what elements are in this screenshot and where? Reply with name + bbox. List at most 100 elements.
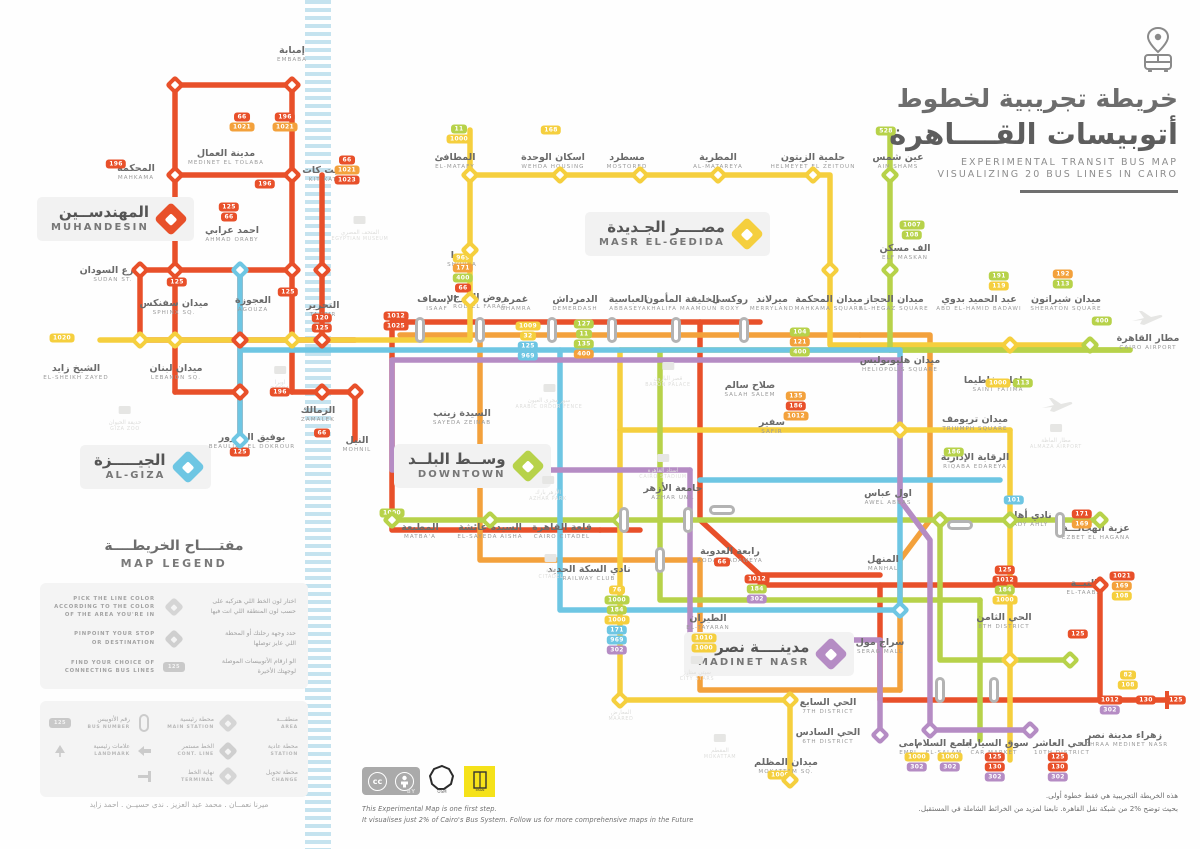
bus-number-badge[interactable]: 125 [311,323,333,333]
bus-number-badge[interactable]: 196 [254,179,276,189]
bus-number-badge[interactable]: 66 [339,155,355,165]
bus-number-badge[interactable]: 125 [984,752,1006,762]
bus-number-badge[interactable]: 125 [1165,695,1187,705]
bus-number-badge[interactable]: 125 [994,565,1016,575]
bus-number-badge[interactable]: 82 [1120,670,1136,680]
bus-number-badge[interactable]: 184 [994,585,1016,595]
bus-number-badge[interactable]: 1021 [229,122,255,132]
bus-number-badge[interactable]: 125 [1067,629,1089,639]
bus-number-badge[interactable]: 1000 [767,770,793,780]
bus-number-badge[interactable]: 130 [1135,695,1157,705]
bus-number-badge[interactable]: 108 [901,230,923,240]
bus-number-badge[interactable]: 1021 [334,165,360,175]
bus-number-badge[interactable]: 76 [609,585,625,595]
bus-number-badge[interactable]: 969 [517,351,539,361]
bus-number-badge[interactable]: 11 [576,329,592,339]
bus-number-badge[interactable]: 125 [229,447,251,457]
district-muhandesin[interactable]: المهندســين MUHANDESIN [37,197,194,242]
bus-number-badge[interactable]: 186 [943,447,965,457]
bus-number-badge[interactable]: 1023 [334,175,360,185]
bus-number-badge[interactable]: 1012 [992,575,1018,585]
bus-number-badge[interactable]: 1000 [904,752,930,762]
bus-number-badge[interactable]: 1000 [604,615,630,625]
bus-number-badge[interactable]: 113 [1052,279,1074,289]
bus-number-badge[interactable]: 1012 [1097,695,1123,705]
bus-number-badge[interactable]: 1010 [691,633,717,643]
bus-number-badge[interactable]: 302 [984,772,1006,782]
bus-number-badge[interactable]: 969 [606,635,628,645]
creative-commons-badge: cc BY [362,767,420,795]
bus-number-badge[interactable]: 1021 [272,122,298,132]
bus-number-badge[interactable]: 1021 [1109,571,1135,581]
bus-number-badge[interactable]: 400 [452,273,474,283]
bus-number-badge[interactable]: 400 [1091,316,1113,326]
bus-number-badge[interactable]: 130 [984,762,1006,772]
bus-number-badge[interactable]: 302 [906,762,928,772]
bus-number-badge[interactable]: 1007 [899,220,925,230]
bus-number-badge[interactable]: 1012 [744,574,770,584]
bus-number-badge[interactable]: 302 [1047,772,1069,782]
bus-number-badge[interactable]: 125 [517,341,539,351]
bus-number-badge[interactable]: 196 [274,112,296,122]
bus-number-badge[interactable]: 127 [573,319,595,329]
bus-number-badge[interactable]: 1020 [49,333,75,343]
bus-number-badge[interactable]: 196 [105,159,127,169]
bus-number-badge[interactable]: 1009 [515,321,541,331]
bus-number-badge[interactable]: 66 [234,112,250,122]
bus-number-badge[interactable]: 120 [311,313,333,323]
bus-number-badge[interactable]: 168 [540,125,562,135]
district-masr-el-gedida[interactable]: مصــــر الجـديدة MASR EL-GEDIDA [585,212,770,257]
bus-number-badge[interactable]: 302 [1099,705,1121,715]
bus-number-badge[interactable]: 108 [1111,591,1133,601]
bus-number-badge[interactable]: 1000 [985,378,1011,388]
bus-number-badge[interactable]: 400 [789,347,811,357]
bus-number-badge[interactable]: 135 [785,391,807,401]
bus-number-badge[interactable]: 171 [452,263,474,273]
bus-number-badge[interactable]: 1025 [383,321,409,331]
bus-number-badge[interactable]: 1000 [446,134,472,144]
bus-number-badge[interactable]: 1012 [383,311,409,321]
bus-number-badge[interactable]: 32 [520,331,536,341]
bus-number-badge[interactable]: 125 [1047,752,1069,762]
bus-number-badge[interactable]: 186 [785,401,807,411]
bus-number-badge[interactable]: 101 [1003,495,1025,505]
bus-number-badge[interactable]: 113 [1012,378,1034,388]
bus-number-badge[interactable]: 1000 [604,595,630,605]
main-station-capsule-marker [935,677,945,703]
bus-number-badge[interactable]: 11 [451,124,467,134]
bus-number-badge[interactable]: 66 [314,428,330,438]
bus-number-badge[interactable]: 1000 [937,752,963,762]
bus-number-badge[interactable]: 528 [875,126,897,136]
bus-number-badge[interactable]: 196 [269,387,291,397]
bus-number-badge[interactable]: 66 [455,283,471,293]
bus-number-badge[interactable]: 66 [221,212,237,222]
bus-number-badge[interactable]: 969 [452,253,474,263]
bus-number-badge[interactable]: 184 [746,584,768,594]
bus-number-badge[interactable]: 169 [1111,581,1133,591]
bus-number-badge[interactable]: 66 [714,557,730,567]
bus-number-badge[interactable]: 119 [988,281,1010,291]
bus-number-badge[interactable]: 184 [606,605,628,615]
bus-number-badge[interactable]: 130 [1047,762,1069,772]
district-downtown[interactable]: وســط البلــد DOWNTOWN [394,444,551,489]
bus-number-badge[interactable]: 302 [746,594,768,604]
bus-number-badge[interactable]: 1000 [992,595,1018,605]
bus-number-badge[interactable]: 1012 [783,411,809,421]
bus-number-badge[interactable]: 104 [789,327,811,337]
bus-number-badge[interactable]: 108 [1117,680,1139,690]
bus-number-badge[interactable]: 302 [606,645,628,655]
bus-number-badge[interactable]: 125 [218,202,240,212]
bus-number-badge[interactable]: 1000 [691,643,717,653]
bus-number-badge[interactable]: 400 [573,349,595,359]
bus-number-badge[interactable]: 125 [277,287,299,297]
bus-number-badge[interactable]: 302 [939,762,961,772]
bus-number-badge[interactable]: 171 [606,625,628,635]
bus-number-badge[interactable]: 191 [988,271,1010,281]
bus-number-badge[interactable]: 171 [1071,509,1093,519]
district-al-giza[interactable]: الجيـــــزة AL-GIZA [80,445,211,490]
bus-number-badge[interactable]: 121 [789,337,811,347]
bus-number-badge[interactable]: 125 [166,277,188,287]
bus-number-badge[interactable]: 192 [1052,269,1074,279]
bus-number-badge[interactable]: 135 [573,339,595,349]
bus-number-badge[interactable]: 169 [1071,519,1093,529]
